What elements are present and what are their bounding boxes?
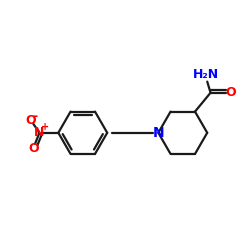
Text: H₂N: H₂N xyxy=(193,68,219,82)
Text: O: O xyxy=(25,114,36,127)
Text: O: O xyxy=(28,142,39,155)
Text: -: - xyxy=(32,110,38,122)
Text: +: + xyxy=(41,122,49,132)
Text: N: N xyxy=(34,126,45,139)
Text: N: N xyxy=(152,126,164,140)
Text: O: O xyxy=(225,86,236,99)
